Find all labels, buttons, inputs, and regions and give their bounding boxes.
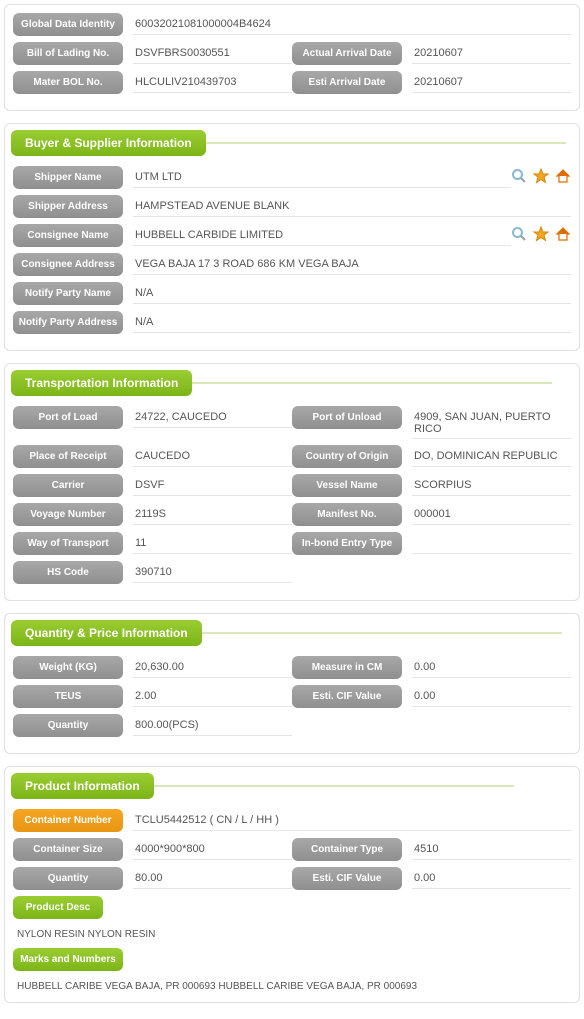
product-cif-label: Esti. CIF Value: [292, 867, 402, 890]
home-icon[interactable]: [555, 168, 571, 184]
vessel-name-value: SCORPIUS: [412, 474, 571, 496]
qty-value: 800.00(PCS): [133, 714, 292, 736]
port-of-unload-label: Port of Unload: [292, 406, 402, 429]
port-of-load-label: Port of Load: [13, 406, 123, 429]
mater-bol-label: Mater BOL No.: [13, 71, 123, 94]
search-icon[interactable]: [511, 226, 527, 242]
weight-label: Weight (KG): [13, 656, 123, 679]
consignee-name-label: Consignee Name: [13, 224, 123, 247]
esti-arrival-label: Esti Arrival Date: [292, 71, 402, 94]
product-desc-label: Product Desc: [13, 896, 103, 919]
transport-panel: Transportation Information Port of Load 2…: [4, 363, 580, 601]
manifest-no-value: 000001: [412, 503, 571, 525]
mater-bol-value: HLCULIV210439703: [133, 71, 292, 93]
product-panel: Product Information Container Number TCL…: [4, 766, 580, 1003]
container-type-label: Container Type: [292, 838, 402, 861]
teus-value: 2.00: [133, 685, 292, 707]
country-of-origin-value: DO, DOMINICAN REPUBLIC: [412, 445, 571, 467]
search-icon[interactable]: [511, 168, 527, 184]
bill-of-lading-value: DSVFBRS0030551: [133, 42, 292, 64]
container-number-label: Container Number: [13, 809, 123, 832]
marks-label: Marks and Numbers: [13, 948, 123, 971]
carrier-label: Carrier: [13, 474, 123, 497]
actual-arrival-label: Actual Arrival Date: [292, 42, 402, 65]
global-data-identity-value: 60032021081000004B4624: [133, 13, 571, 35]
consignee-address-label: Consignee Address: [13, 253, 123, 276]
cif-value: 0.00: [412, 685, 571, 707]
product-quantity-label: Quantity: [13, 867, 123, 890]
way-of-transport-value: 11: [133, 532, 292, 554]
bill-of-lading-label: Bill of Lading No.: [13, 42, 123, 65]
star-icon[interactable]: [533, 226, 549, 242]
shipper-name-label: Shipper Name: [13, 166, 123, 189]
country-of-origin-label: Country of Origin: [292, 445, 402, 468]
manifest-no-label: Manifest No.: [292, 503, 402, 526]
container-type-value: 4510: [412, 838, 571, 860]
place-of-receipt-value: CAUCEDO: [133, 445, 292, 467]
measure-cm-value: 0.00: [412, 656, 571, 678]
weight-value: 20,630.00: [133, 656, 292, 678]
hs-code-value: 390710: [133, 561, 292, 583]
voyage-number-label: Voyage Number: [13, 503, 123, 526]
port-of-load-value: 24722, CAUCEDO: [133, 406, 292, 428]
container-number-value: TCLU5442512 ( CN / L / HH ): [133, 809, 571, 831]
notify-party-name-label: Notify Party Name: [13, 282, 123, 305]
hs-code-label: HS Code: [13, 561, 123, 584]
consignee-actions: [511, 224, 571, 242]
home-icon[interactable]: [555, 226, 571, 242]
container-size-label: Container Size: [13, 838, 123, 861]
voyage-number-value: 2119S: [133, 503, 292, 525]
quantity-panel: Quantity & Price Information Weight (KG)…: [4, 613, 580, 754]
global-data-identity-label: Global Data Identity: [13, 13, 123, 36]
shipper-actions: [511, 166, 571, 184]
notify-party-address-value: N/A: [133, 311, 571, 333]
quantity-title: Quantity & Price Information: [11, 620, 202, 646]
consignee-address-value: VEGA BAJA 17 3 ROAD 686 KM VEGA BAJA: [133, 253, 571, 275]
cif-label: Esti. CIF Value: [292, 685, 402, 708]
measure-cm-label: Measure in CM: [292, 656, 402, 679]
teus-label: TEUS: [13, 685, 123, 708]
qty-label: Quantity: [13, 714, 123, 737]
esti-arrival-value: 20210607: [412, 71, 571, 93]
identity-panel: Global Data Identity 60032021081000004B4…: [4, 4, 580, 111]
marks-value: HUBBELL CARIBE VEGA BAJA, PR 000693 HUBB…: [13, 977, 571, 992]
notify-party-address-label: Notify Party Address: [13, 311, 123, 334]
actual-arrival-value: 20210607: [412, 42, 571, 64]
notify-party-name-value: N/A: [133, 282, 571, 304]
star-icon[interactable]: [533, 168, 549, 184]
shipper-address-value: HAMPSTEAD AVENUE BLANK: [133, 195, 571, 217]
vessel-name-label: Vessel Name: [292, 474, 402, 497]
buyer-supplier-panel: Buyer & Supplier Information Shipper Nam…: [4, 123, 580, 351]
product-cif-value: 0.00: [412, 867, 571, 889]
port-of-unload-value: 4909, SAN JUAN, PUERTO RICO: [412, 406, 571, 439]
buyer-supplier-title: Buyer & Supplier Information: [11, 130, 206, 156]
place-of-receipt-label: Place of Receipt: [13, 445, 123, 468]
inbond-entry-value: [412, 532, 571, 554]
shipper-address-label: Shipper Address: [13, 195, 123, 218]
transport-title: Transportation Information: [11, 370, 192, 396]
carrier-value: DSVF: [133, 474, 292, 496]
product-desc-value: NYLON RESIN NYLON RESIN: [13, 925, 571, 940]
way-of-transport-label: Way of Transport: [13, 532, 123, 555]
container-size-value: 4000*900*800: [133, 838, 292, 860]
product-title: Product Information: [11, 773, 154, 799]
inbond-entry-label: In-bond Entry Type: [292, 532, 402, 555]
consignee-name-value: HUBBELL CARBIDE LIMITED: [133, 224, 511, 246]
product-quantity-value: 80.00: [133, 867, 292, 889]
shipper-name-value: UTM LTD: [133, 166, 511, 188]
